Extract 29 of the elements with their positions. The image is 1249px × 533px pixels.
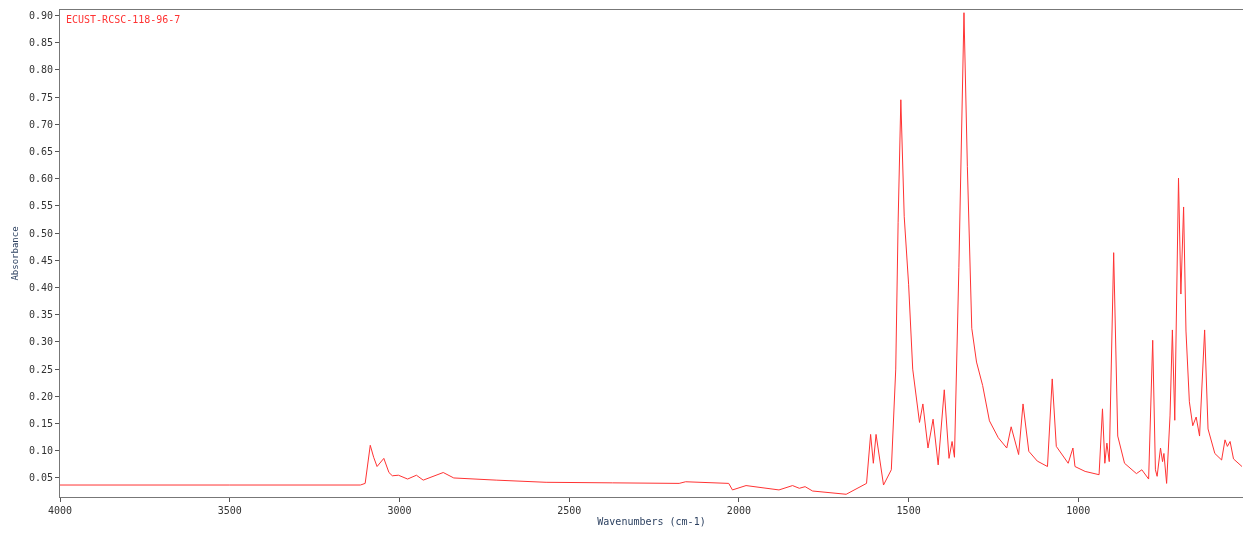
x-tick-label: 1500 [896,505,921,516]
y-tick-label: 0.15 [28,418,53,430]
x-tick-label: 3500 [217,505,242,516]
y-tick-label: 0.60 [28,173,53,185]
y-tick-label: 0.80 [28,64,53,76]
x-tick-label: 1000 [1066,505,1091,516]
y-tick-label: 0.75 [28,91,53,103]
x-axis-title: Wavenumbers (cm-1) [597,515,706,527]
y-tick-label: 0.10 [28,445,53,457]
y-tick-label: 0.70 [28,118,53,130]
x-tick-label: 2500 [557,505,582,516]
y-tick-label: 0.65 [28,145,53,157]
y-tick-label: 0.35 [28,309,53,321]
y-axis-title: Absorbance [10,226,21,281]
annotation: ECUST-RCSC-118-96-7 [66,14,181,25]
y-tick-label: 0.50 [28,227,53,239]
y-tick-label: 0.25 [28,363,53,375]
y-tick-label: 0.55 [28,200,53,212]
y-tick-label: 0.20 [28,390,53,402]
x-tick-label: 2000 [726,505,751,516]
y-tick-label: 0.85 [28,37,53,49]
y-tick-label: 0.30 [28,336,53,348]
y-tick-label: 0.40 [28,282,53,294]
y-tick-label: 0.05 [28,472,53,484]
y-tick-label: 0.90 [28,9,53,21]
x-tick-label: 3000 [387,505,412,516]
line-series [60,12,1243,495]
x-tick-label: 4000 [47,505,73,516]
y-tick-label: 0.45 [28,254,53,266]
